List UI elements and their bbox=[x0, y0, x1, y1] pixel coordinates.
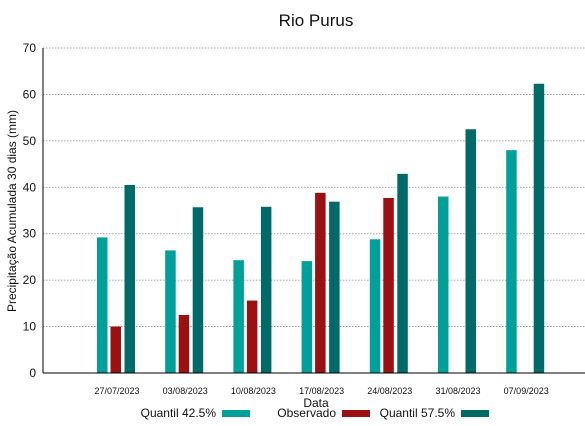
chart-title: Rio Purus bbox=[279, 11, 354, 30]
bar-quantil-57-5 bbox=[397, 173, 408, 373]
y-tick-label: 70 bbox=[23, 41, 37, 55]
x-tick-label: 07/09/2023 bbox=[504, 386, 549, 396]
legend: Quantil 42.5% Observado Quantil 57.5% bbox=[141, 406, 489, 420]
y-tick-label: 30 bbox=[23, 227, 37, 241]
y-tick-label: 10 bbox=[23, 320, 37, 334]
bar-quantil-42-5 bbox=[165, 250, 176, 373]
bar-quantil-42-5 bbox=[97, 237, 108, 373]
bars-layer bbox=[97, 83, 545, 373]
bar-quantil-42-5 bbox=[233, 260, 244, 373]
x-tick-label: 10/08/2023 bbox=[231, 386, 276, 396]
legend-label: Observado bbox=[277, 406, 336, 420]
x-tick-label: 03/08/2023 bbox=[163, 386, 208, 396]
y-axis-label: Precipitação Acumulada 30 dias (mm) bbox=[5, 110, 19, 312]
legend-swatch bbox=[222, 410, 250, 417]
x-tick-label: 27/07/2023 bbox=[94, 386, 139, 396]
y-tick-label: 50 bbox=[23, 134, 37, 148]
bar-observado bbox=[315, 192, 326, 373]
y-tick-label: 60 bbox=[23, 87, 37, 101]
x-tick-label: 31/08/2023 bbox=[435, 386, 480, 396]
bar-observado bbox=[246, 300, 258, 373]
y-tick-labels: 0 10 20 30 40 50 60 70 bbox=[23, 41, 37, 380]
x-tick-labels: 27/07/2023 03/08/2023 10/08/2023 17/08/2023… bbox=[94, 386, 548, 396]
legend-label: Quantil 42.5% bbox=[141, 406, 217, 420]
y-tick-label: 0 bbox=[29, 366, 36, 380]
y-tick-label: 40 bbox=[23, 180, 37, 194]
bar-quantil-57-5 bbox=[124, 184, 135, 373]
legend-swatch bbox=[342, 410, 370, 417]
y-tick-label: 20 bbox=[23, 273, 37, 287]
bar-observado bbox=[110, 326, 121, 373]
bar-quantil-57-5 bbox=[465, 129, 476, 373]
bar-quantil-57-5 bbox=[260, 206, 272, 373]
bar-observado bbox=[178, 314, 190, 373]
x-tick-label: 24/08/2023 bbox=[367, 386, 412, 396]
bar-quantil-42-5 bbox=[506, 150, 517, 373]
bar-quantil-57-5 bbox=[533, 83, 545, 373]
bar-quantil-42-5 bbox=[301, 261, 313, 373]
bar-quantil-42-5 bbox=[438, 196, 449, 373]
bar-quantil-42-5 bbox=[369, 239, 381, 373]
x-axis-label: Data bbox=[303, 396, 329, 410]
bar-quantil-57-5 bbox=[192, 207, 204, 373]
legend-swatch bbox=[461, 410, 489, 417]
legend-label: Quantil 57.5% bbox=[380, 406, 456, 420]
bar-quantil-57-5 bbox=[329, 201, 340, 373]
bar-observado bbox=[383, 197, 394, 373]
x-tick-label: 17/08/2023 bbox=[299, 386, 344, 396]
